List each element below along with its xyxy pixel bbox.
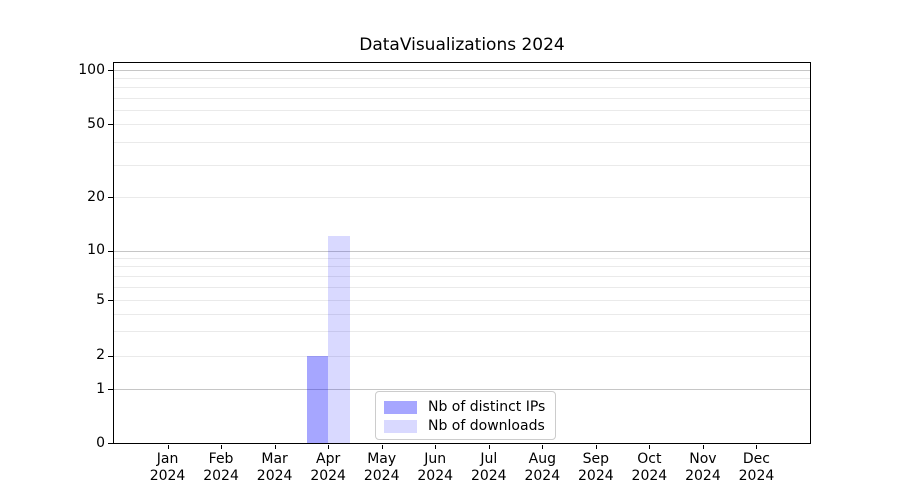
y-tick-label: 50	[87, 115, 105, 132]
x-tick-label: Jan 2024	[136, 451, 200, 485]
y-tick-label: 1	[96, 380, 105, 397]
y-tick-label: 20	[87, 188, 105, 205]
chart-title: DataVisualizations 2024	[359, 35, 565, 55]
gridline-minor	[114, 97, 810, 99]
legend-label-distinct-ips: Nb of distinct IPs	[428, 399, 546, 415]
x-tick-label: Aug 2024	[510, 451, 574, 485]
y-tick-mark	[108, 250, 113, 252]
gridline-minor	[114, 258, 810, 260]
legend-swatch-downloads	[384, 419, 417, 433]
gridline-major	[114, 250, 810, 252]
plot-area: Nb of distinct IPs Nb of downloads	[113, 62, 811, 444]
y-tick-label: 100	[78, 61, 105, 78]
x-tick-label: Jun 2024	[403, 451, 467, 485]
x-tick-label-line: 2024	[470, 468, 507, 484]
x-tick-label-line: 2024	[203, 468, 239, 484]
y-tick-mark	[108, 443, 113, 444]
y-tick-label: 5	[96, 291, 105, 308]
x-tick-label-line: 2024	[363, 468, 400, 484]
y-tick-mark	[108, 355, 113, 357]
legend-swatch-distinct-ips	[384, 400, 417, 414]
x-tick-mark	[328, 445, 330, 449]
gridline-minor	[114, 141, 810, 143]
x-tick-label-line: 2024	[685, 468, 721, 484]
x-tick-mark	[649, 445, 651, 449]
x-tick-label: Oct 2024	[617, 451, 681, 485]
y-tick-mark	[108, 389, 113, 390]
x-tick-mark	[274, 445, 276, 449]
x-tick-label-line: 2024	[256, 468, 293, 484]
x-tick-label: Feb 2024	[189, 451, 253, 485]
x-tick-label-line: Sep	[582, 451, 610, 467]
gridline-minor	[114, 300, 810, 301]
x-tick-label-line: Jan	[156, 451, 179, 467]
x-tick-label-line: 2024	[738, 468, 775, 484]
x-tick-label: Sep 2024	[564, 451, 628, 485]
legend-item-distinct-ips: Nb of distinct IPs	[384, 399, 547, 415]
gridline-minor	[114, 330, 810, 332]
x-tick-label: Jul 2024	[457, 451, 521, 485]
x-tick-mark	[221, 445, 223, 449]
legend: Nb of distinct IPs Nb of downloads	[375, 391, 556, 440]
gridline-minor	[114, 109, 810, 111]
x-tick-mark	[702, 445, 704, 449]
gridline-minor	[114, 87, 810, 89]
gridline-minor	[114, 266, 810, 268]
x-tick-mark	[542, 445, 544, 449]
gridline-minor	[114, 313, 810, 315]
legend-item-downloads: Nb of downloads	[384, 418, 547, 434]
gridline-minor	[114, 197, 810, 198]
x-tick-label: Dec 2024	[724, 451, 788, 485]
x-tick-mark	[381, 445, 383, 449]
gridline-minor	[114, 275, 810, 277]
y-tick-mark	[108, 300, 113, 301]
x-tick-label-line: 2024	[149, 468, 186, 484]
gridline-minor	[114, 78, 810, 80]
legend-label-downloads: Nb of downloads	[428, 418, 545, 434]
x-tick-mark	[167, 445, 169, 449]
x-tick-label-line: 2024	[417, 468, 454, 484]
y-tick-label: 2	[96, 347, 105, 363]
x-tick-label: Nov 2024	[671, 451, 735, 485]
bar-nb-of-distinct-ips	[306, 355, 329, 443]
x-tick-label-line: Dec	[742, 451, 770, 467]
x-tick-label-line: Jun	[424, 451, 447, 467]
x-tick-label: Mar 2024	[243, 451, 307, 485]
gridline-minor	[114, 164, 810, 166]
bar-nb-of-downloads	[328, 236, 350, 443]
y-tick-mark	[108, 70, 113, 71]
x-tick-mark	[488, 445, 490, 449]
x-tick-label-line: Jul	[480, 451, 498, 467]
y-tick-label: 10	[87, 242, 105, 258]
x-tick-label-line: 2024	[631, 468, 668, 484]
x-tick-label: Apr 2024	[296, 451, 360, 485]
x-tick-label: May 2024	[350, 451, 414, 485]
gridline-minor	[114, 286, 810, 288]
x-tick-mark	[595, 445, 597, 449]
x-tick-label-line: Feb	[208, 451, 234, 467]
x-tick-mark	[435, 445, 437, 449]
x-tick-label-line: Aug	[528, 451, 556, 467]
y-tick-mark	[108, 124, 113, 125]
x-tick-label-line: Nov	[689, 451, 717, 467]
x-tick-mark	[756, 445, 758, 449]
x-tick-label-line: 2024	[524, 468, 561, 484]
gridline-major	[114, 389, 810, 390]
x-tick-label-line: Apr	[316, 451, 341, 467]
y-tick-mark	[108, 197, 113, 198]
x-tick-label-line: 2024	[578, 468, 614, 484]
gridline-minor	[114, 124, 810, 125]
x-tick-label-line: 2024	[310, 468, 346, 484]
y-tick-label: 0	[96, 434, 105, 451]
x-tick-label-line: May	[367, 451, 397, 467]
x-tick-label-line: Mar	[261, 451, 288, 467]
gridline-minor	[114, 355, 810, 357]
x-tick-label-line: Oct	[637, 451, 662, 467]
gridline-major	[114, 70, 810, 71]
